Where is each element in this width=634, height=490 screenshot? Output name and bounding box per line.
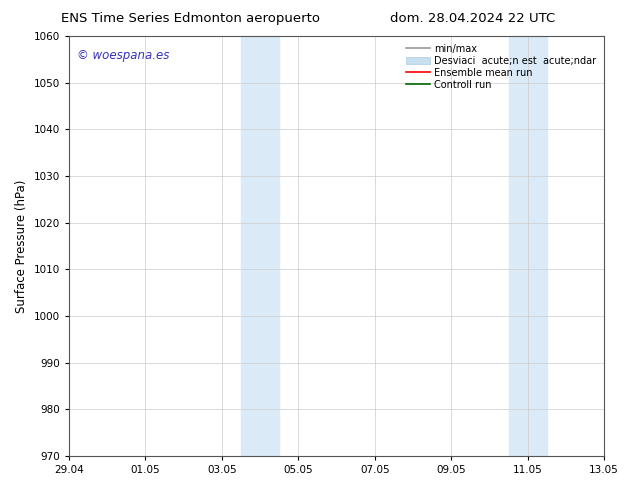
- Y-axis label: Surface Pressure (hPa): Surface Pressure (hPa): [15, 179, 28, 313]
- Text: © woespana.es: © woespana.es: [77, 49, 169, 62]
- Legend: min/max, Desviaci  acute;n est  acute;ndar, Ensemble mean run, Controll run: min/max, Desviaci acute;n est acute;ndar…: [403, 41, 599, 93]
- Text: ENS Time Series Edmonton aeropuerto: ENS Time Series Edmonton aeropuerto: [61, 12, 320, 25]
- Bar: [508, 36, 547, 456]
- Text: dom. 28.04.2024 22 UTC: dom. 28.04.2024 22 UTC: [390, 12, 555, 25]
- Bar: [241, 36, 279, 456]
